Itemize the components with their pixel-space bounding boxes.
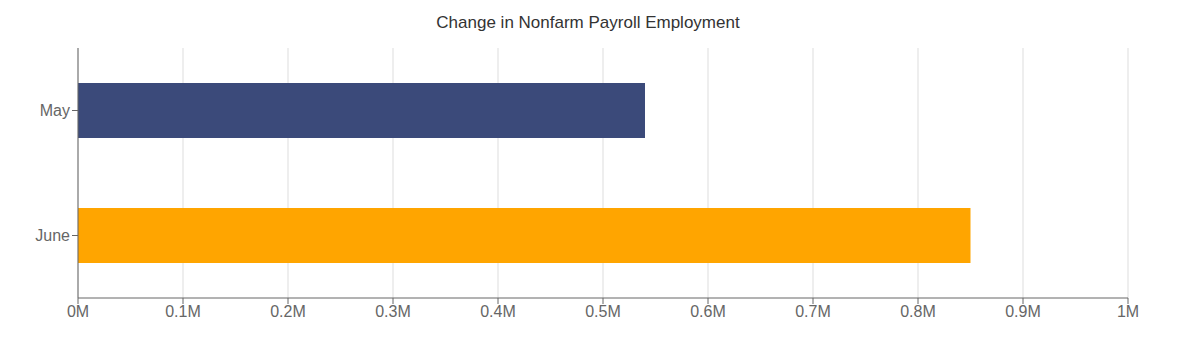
svg-text:0.5M: 0.5M <box>585 303 621 320</box>
svg-text:0.6M: 0.6M <box>690 303 726 320</box>
svg-text:0M: 0M <box>67 303 89 320</box>
svg-text:1M: 1M <box>1117 303 1139 320</box>
svg-text:0.2M: 0.2M <box>270 303 306 320</box>
svg-text:June: June <box>35 227 70 244</box>
html-text:Change in Nonfarm Payroll Empl: Change in Nonfarm Payroll Employment <box>436 13 740 32</box>
svg-text:0.4M: 0.4M <box>480 303 516 320</box>
svg-text:0.8M: 0.8M <box>900 303 936 320</box>
svg-text:0.3M: 0.3M <box>375 303 411 320</box>
svg-text:0.9M: 0.9M <box>1005 303 1041 320</box>
svg-text:0.1M: 0.1M <box>165 303 201 320</box>
svg-text:0.7M: 0.7M <box>795 303 831 320</box>
svg-text:May: May <box>40 102 70 119</box>
